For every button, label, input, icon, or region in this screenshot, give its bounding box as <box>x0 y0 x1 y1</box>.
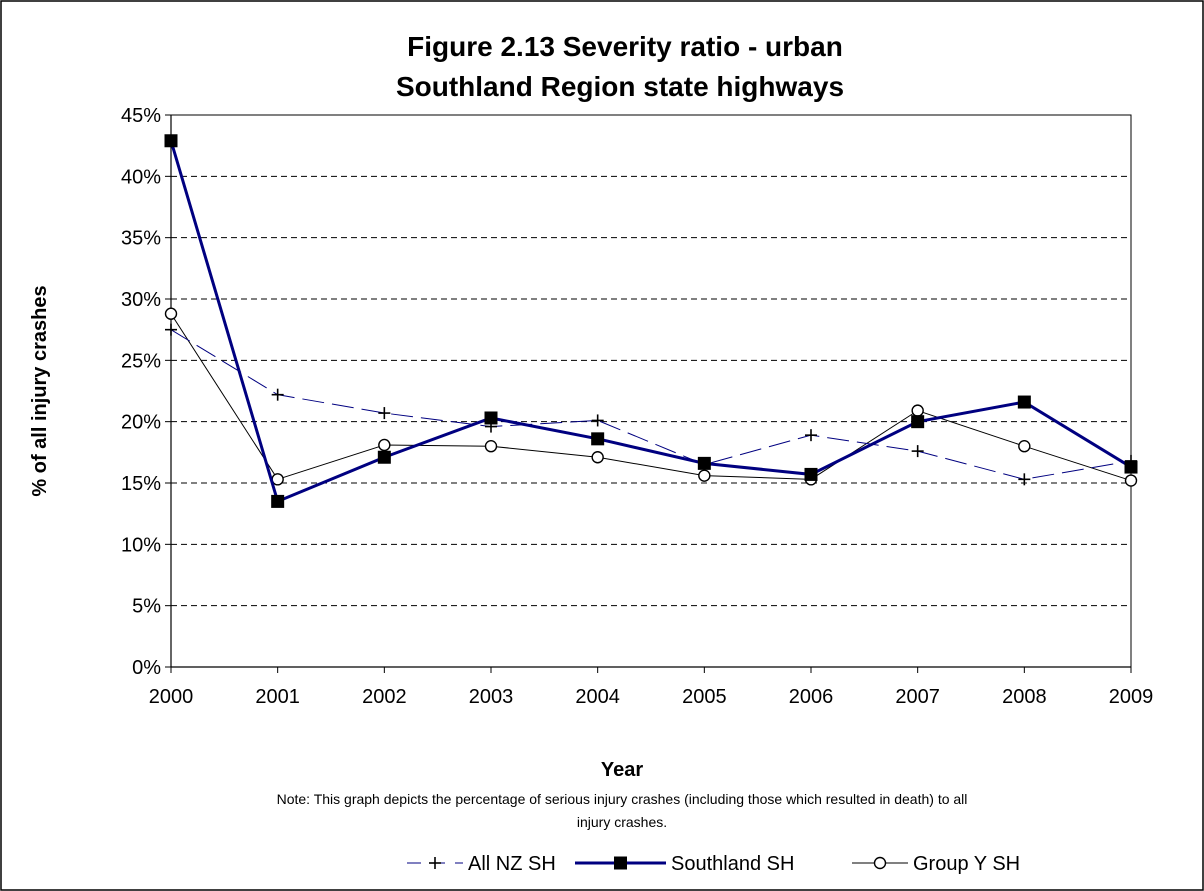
data-point <box>1124 460 1138 474</box>
x-tick-label: 2005 <box>682 686 727 708</box>
data-point <box>591 414 604 427</box>
data-point <box>1018 440 1031 453</box>
x-tick-label: 2006 <box>789 686 834 708</box>
x-tick-label: 2004 <box>575 686 620 708</box>
data-point <box>698 469 711 482</box>
plot-area: 0%5%10%15%20%25%30%35%40%45% 2000 2001 200… <box>121 105 1153 708</box>
y-tick-label: 25% <box>121 350 161 372</box>
data-point <box>377 450 391 464</box>
data-point <box>378 407 391 420</box>
grid-lines <box>171 114 1131 607</box>
data-point <box>591 432 605 446</box>
y-tick-label: 35% <box>121 228 161 250</box>
data-point <box>1018 473 1031 486</box>
data-point <box>165 323 177 336</box>
series-southland-sh <box>164 134 1138 508</box>
y-axis-title: % of all injury crashes <box>29 285 51 496</box>
data-point <box>271 388 284 401</box>
plot-border <box>170 114 1132 668</box>
legend: All NZ SH Southland SH Group Y SH <box>407 853 1020 875</box>
legend-label: Group Y SH <box>913 853 1020 875</box>
x-tick-label: 2003 <box>469 686 514 708</box>
y-tick-label: 30% <box>121 289 161 311</box>
legend-marker <box>873 856 887 870</box>
y-tick-label: 15% <box>121 473 161 495</box>
chart-note-line1: Note: This graph depicts the percentage … <box>277 791 968 807</box>
data-point <box>804 467 818 481</box>
data-point <box>1017 395 1031 409</box>
series-layer <box>164 134 1138 508</box>
x-tick-label: 2000 <box>149 686 194 708</box>
data-point <box>484 440 498 453</box>
data-point <box>911 445 924 458</box>
data-point <box>378 438 391 452</box>
legend-marker <box>429 857 441 869</box>
data-point <box>591 451 604 464</box>
legend-item: Group Y SH <box>852 853 1020 875</box>
x-tick-label: 2008 <box>1002 686 1047 708</box>
legend-label: All NZ SH <box>468 853 556 875</box>
y-tick-label: 0% <box>132 657 161 679</box>
legend-marker <box>614 856 627 870</box>
y-tick-label: 40% <box>121 166 161 188</box>
y-tick-label: 20% <box>121 412 161 434</box>
data-point <box>271 494 285 508</box>
x-tick-label: 2002 <box>362 686 407 708</box>
data-point <box>911 404 924 417</box>
data-point <box>164 307 178 320</box>
data-point <box>911 415 925 429</box>
y-tick-label: 5% <box>132 596 161 618</box>
y-tick-label: 45% <box>121 105 161 127</box>
legend-label: Southland SH <box>671 853 794 875</box>
legend-item: Southland SH <box>575 853 794 875</box>
data-point <box>697 456 711 470</box>
x-tick-label: 2009 <box>1109 686 1154 708</box>
chart-note-line2: injury crashes. <box>577 814 667 830</box>
data-point <box>805 429 817 442</box>
x-tick-label: 2007 <box>895 686 940 708</box>
x-axis-ticks: 2000 2001 2002 2003 2004 2005 2006 2007 2008 2009 <box>149 667 1154 708</box>
chart-title-line2: Southland Region state highways <box>396 71 844 102</box>
data-point <box>484 411 498 425</box>
x-axis-title: Year <box>601 759 643 781</box>
data-point <box>164 134 178 148</box>
chart-title-line1: Figure 2.13 Severity ratio - urban <box>407 31 843 62</box>
x-tick-label: 2001 <box>255 686 300 708</box>
series-line <box>170 313 1132 482</box>
y-tick-label: 10% <box>121 534 161 556</box>
series-line <box>169 140 1132 504</box>
y-axis-ticks: 0% 5% 10% 15% 20% 25% 30% 35% 40% 45% <box>121 105 171 679</box>
data-point <box>1124 474 1138 487</box>
legend-item: All NZ SH <box>407 853 556 875</box>
